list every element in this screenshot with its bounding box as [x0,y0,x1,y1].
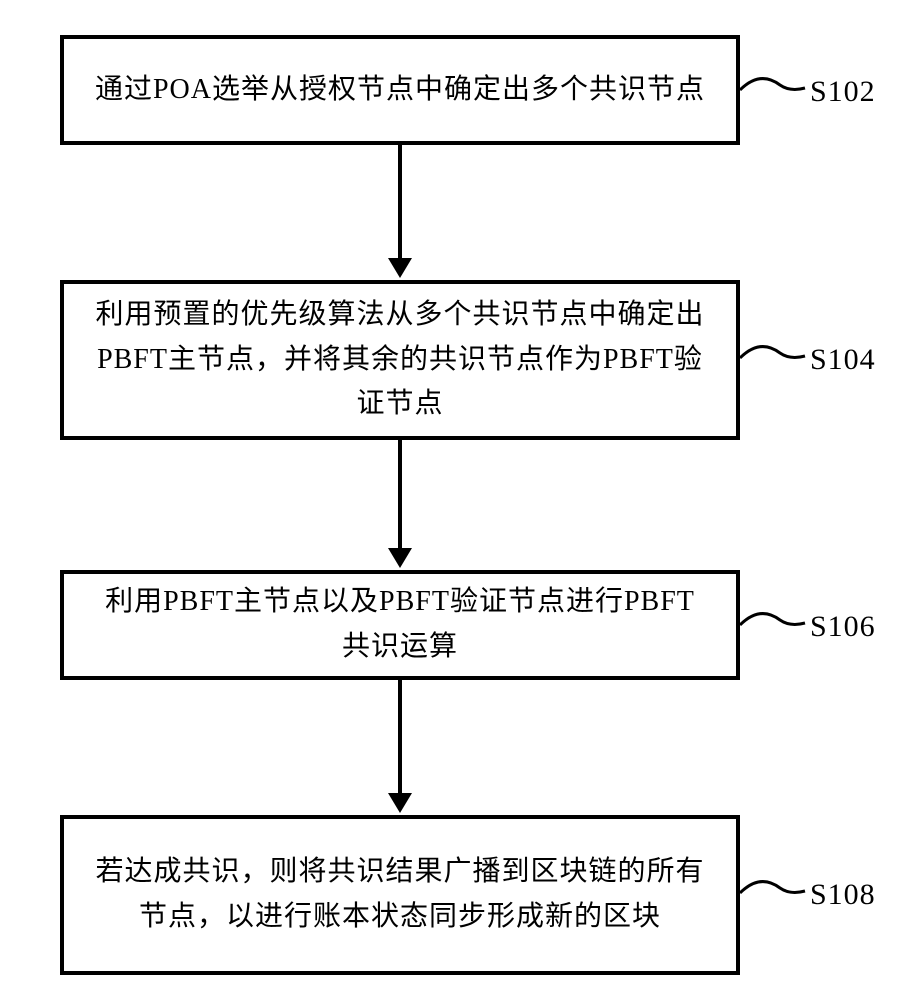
arrow-head-1 [388,258,412,278]
step-label-s104: S104 [810,343,876,377]
step-text-s104: 利用预置的优先级算法从多个共识节点中确定出PBFT主节点，并将其余的共识节点作为… [94,293,706,427]
step-box-s106: 利用PBFT主节点以及PBFT验证节点进行PBFT共识运算 [60,570,740,680]
flowchart-canvas: 通过POA选举从授权节点中确定出多个共识节点 S102 利用预置的优先级算法从多… [0,0,915,1000]
label-connector-s104 [740,338,810,378]
arrow-head-3 [388,793,412,813]
label-connector-s102 [740,70,810,110]
step-box-s102: 通过POA选举从授权节点中确定出多个共识节点 [60,35,740,145]
step-box-s104: 利用预置的优先级算法从多个共识节点中确定出PBFT主节点，并将其余的共识节点作为… [60,280,740,440]
step-label-s106: S106 [810,610,876,644]
step-label-s102: S102 [810,75,876,109]
label-connector-s108 [740,873,810,913]
arrow-line-3 [398,680,402,795]
arrow-line-1 [398,145,402,260]
step-box-s108: 若达成共识，则将共识结果广播到区块链的所有节点，以进行账本状态同步形成新的区块 [60,815,740,975]
label-connector-s106 [740,605,810,645]
step-text-s106: 利用PBFT主节点以及PBFT验证节点进行PBFT共识运算 [94,580,706,670]
arrow-head-2 [388,548,412,568]
step-text-s102: 通过POA选举从授权节点中确定出多个共识节点 [95,68,705,113]
step-label-s108: S108 [810,878,876,912]
arrow-line-2 [398,440,402,550]
step-text-s108: 若达成共识，则将共识结果广播到区块链的所有节点，以进行账本状态同步形成新的区块 [94,850,706,940]
